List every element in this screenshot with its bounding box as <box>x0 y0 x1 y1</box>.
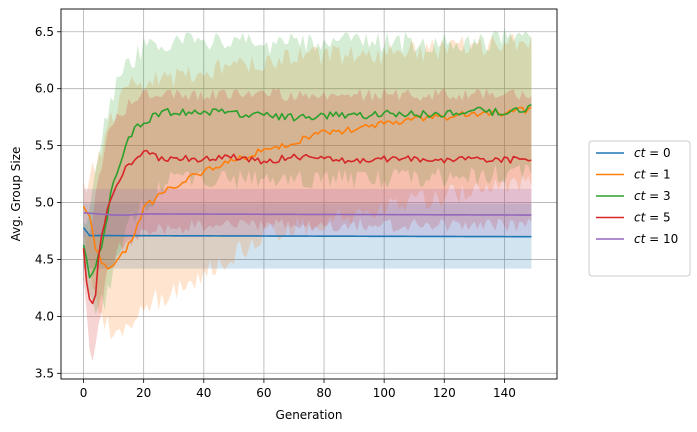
x-tick-label: 100 <box>373 386 396 400</box>
series-line-ct-0 <box>82 227 532 238</box>
series-band-ct-10 <box>83 188 532 237</box>
y-tick-label: 3.5 <box>35 366 54 380</box>
y-tick-label: 6.5 <box>35 25 54 39</box>
x-tick-label: 80 <box>316 386 331 400</box>
y-tick-label: 5.0 <box>35 196 54 210</box>
x-axis-label: Generation <box>276 408 343 422</box>
series-band-ct-3 <box>83 28 532 315</box>
grid <box>61 9 557 379</box>
series-lines <box>82 104 532 305</box>
y-axis-ticks: 3.5 4.0 4.5 5.0 5.5 6.0 6.5 <box>35 25 61 380</box>
legend-label-ct-3: ct = 3 <box>634 189 671 203</box>
series-line-ct-1 <box>82 106 532 270</box>
y-tick-label: 4.5 <box>35 252 54 266</box>
series-line-ct-3 <box>82 104 532 279</box>
series-band-ct-5 <box>83 87 532 362</box>
y-tick-label: 5.5 <box>35 139 54 153</box>
x-tick-label: 0 <box>80 386 88 400</box>
error-bands <box>83 28 532 362</box>
plot-frame <box>60 8 558 380</box>
x-tick-label: 140 <box>493 386 516 400</box>
x-tick-label: 120 <box>433 386 456 400</box>
legend-label-ct-1: ct = 1 <box>634 168 671 182</box>
legend: ct = 0 ct = 1 ct = 3 ct = 5 ct = 10 <box>588 140 691 277</box>
legend-label-ct-0: ct = 0 <box>634 146 671 160</box>
legend-label-ct-5: ct = 5 <box>634 211 671 225</box>
x-tick-label: 60 <box>256 386 271 400</box>
x-tick-label: 40 <box>196 386 211 400</box>
y-tick-label: 6.0 <box>35 82 54 96</box>
series-line-ct-5 <box>82 149 532 305</box>
x-axis-ticks: 0 20 40 60 80 100 120 140 <box>80 379 516 400</box>
series-line-ct-10 <box>83 211 532 216</box>
y-tick-label: 4.0 <box>35 309 54 323</box>
y-axis-label: Avg. Group Size <box>9 147 23 242</box>
x-tick-label: 20 <box>136 386 151 400</box>
legend-label-ct-10: ct = 10 <box>634 232 678 246</box>
legend-frame <box>588 140 691 277</box>
